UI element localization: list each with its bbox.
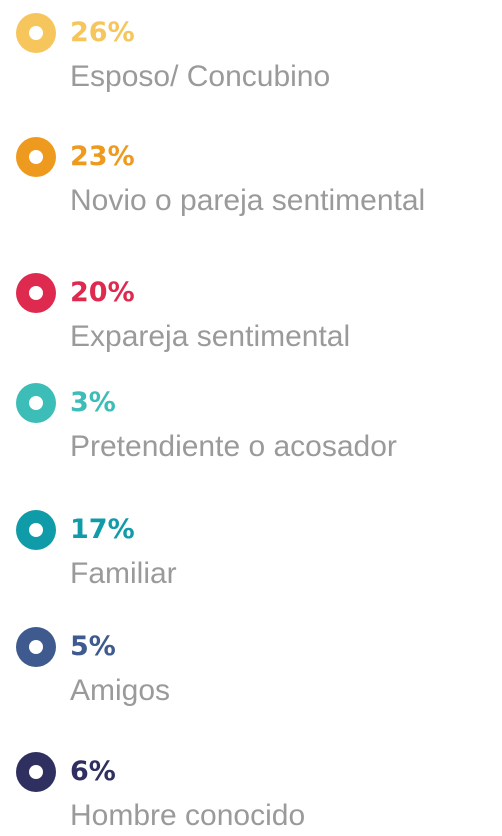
legend-dot	[16, 510, 56, 550]
percent-label: 23%	[70, 141, 135, 172]
category-label: Novio o pareja sentimental	[70, 184, 426, 217]
category-label: Pretendiente o acosador	[70, 430, 397, 463]
category-label: Amigos	[70, 674, 171, 707]
legend-dot	[16, 627, 56, 667]
legend-dot	[16, 273, 56, 313]
percent-label: 6%	[70, 756, 116, 787]
category-label: Esposo/ Concubino	[70, 60, 331, 93]
percent-label: 26%	[70, 17, 135, 48]
legend-dot	[16, 752, 56, 792]
percent-label: 5%	[70, 631, 116, 662]
category-label: Hombre conocido	[70, 799, 306, 832]
category-label: Familiar	[70, 557, 177, 590]
percent-label: 17%	[70, 514, 135, 545]
legend-dot	[16, 383, 56, 423]
legend-dot	[16, 13, 56, 53]
percent-label: 20%	[70, 277, 135, 308]
category-label: Expareja sentimental	[70, 320, 351, 353]
percent-label: 3%	[70, 387, 116, 418]
legend-dot	[16, 137, 56, 177]
